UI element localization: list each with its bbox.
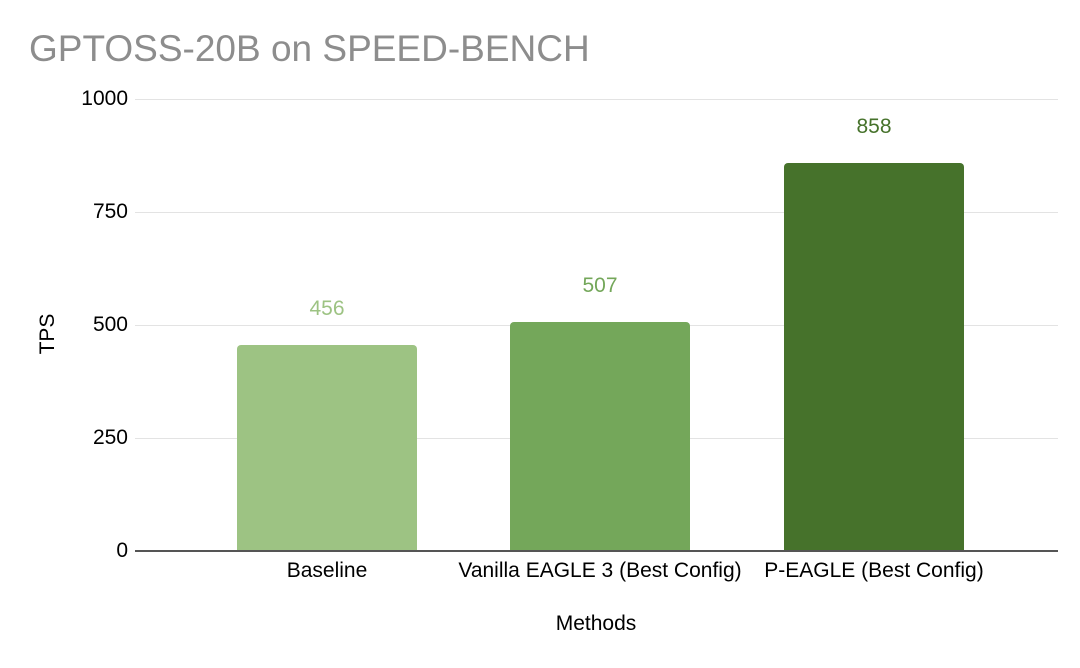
bar-baseline bbox=[237, 344, 417, 551]
x-category-label-vanilla-eagle-3-best-config: Vanilla EAGLE 3 (Best Config) bbox=[458, 559, 742, 582]
x-axis-line bbox=[135, 550, 1058, 552]
bar-value-label-vanilla-eagle-3-best-config: 507 bbox=[582, 273, 618, 297]
x-category-label-p-eagle-best-config: P-EAGLE (Best Config) bbox=[764, 559, 984, 582]
y-tick-label-0: 0 bbox=[116, 539, 128, 562]
gridline-1000 bbox=[135, 98, 1058, 100]
bar-value-label-baseline: 456 bbox=[309, 296, 345, 320]
chart-title: GPTOSS-20B on SPEED-BENCH bbox=[29, 28, 590, 69]
bar-vanilla-eagle-3-best-config bbox=[510, 321, 690, 551]
gridline-750 bbox=[135, 211, 1058, 213]
y-tick-label-1000: 1000 bbox=[81, 87, 128, 110]
bar-p-eagle-best-config bbox=[784, 163, 964, 551]
x-category-label-baseline: Baseline bbox=[286, 559, 368, 582]
y-tick-label-500: 500 bbox=[92, 313, 128, 336]
bar-value-label-p-eagle-best-config: 858 bbox=[856, 115, 892, 139]
y-tick-label-250: 250 bbox=[92, 426, 128, 449]
y-tick-label-750: 750 bbox=[92, 200, 128, 223]
x-axis-title: Methods bbox=[555, 612, 637, 635]
